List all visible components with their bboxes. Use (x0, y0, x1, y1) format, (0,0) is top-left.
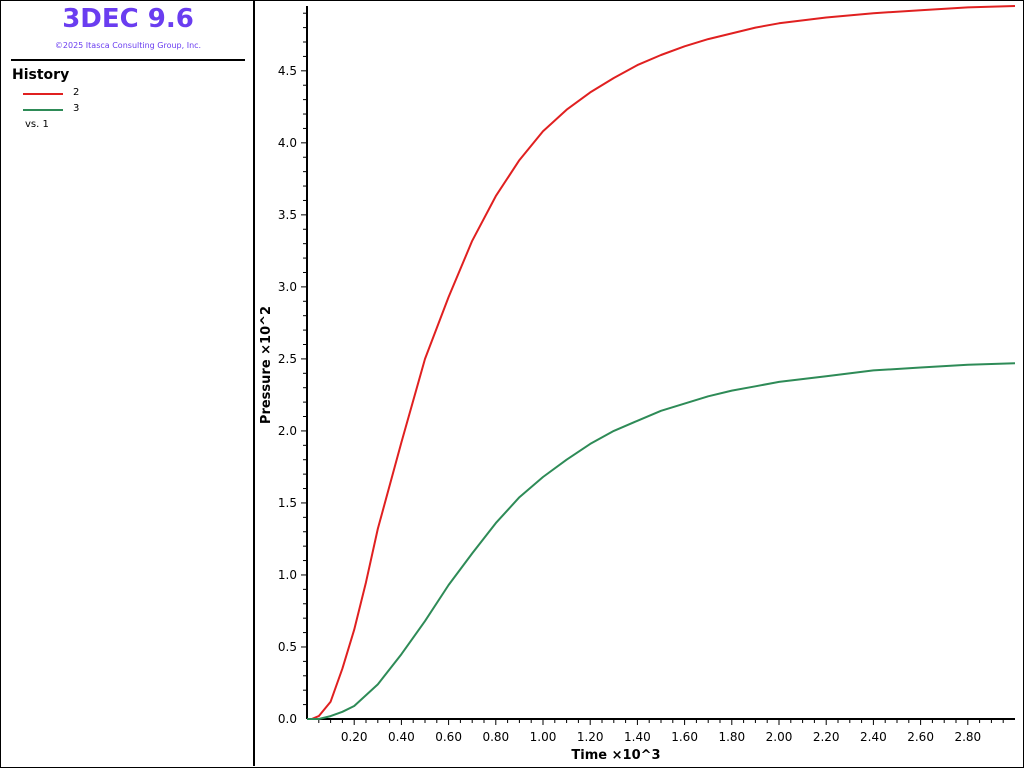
x-tick-label: 1.80 (718, 730, 745, 744)
x-tick-label: 0.20 (341, 730, 368, 744)
x-tick-label: 2.20 (813, 730, 840, 744)
x-tick-label: 0.80 (482, 730, 509, 744)
x-tick-label: 2.60 (907, 730, 934, 744)
y-tick-label: 4.0 (278, 136, 297, 150)
legend-vs-label: vs. 1 (25, 119, 49, 130)
x-axis-label: Time ×10^3 (571, 748, 660, 763)
legend-swatch-3 (23, 109, 63, 111)
y-axis-label: Pressure ×10^2 (259, 306, 274, 424)
x-tick-label: 1.20 (577, 730, 604, 744)
x-tick-label: 2.80 (954, 730, 981, 744)
x-tick-label: 2.40 (860, 730, 887, 744)
history-chart: 0.20 0.40 0.60 0.80 1.00 1.20 1.40 1.60 1.80 2.00… (259, 5, 1016, 763)
legend-heading: History (12, 67, 70, 83)
sidebar-divider (11, 59, 245, 61)
y-tick-label: 2.0 (278, 424, 297, 438)
y-tick-label: 3.0 (278, 280, 297, 294)
x-tick-label: 0.40 (388, 730, 415, 744)
y-tick-label: 0.0 (278, 712, 297, 726)
y-tick-label: 1.0 (278, 568, 297, 582)
x-tick-label: 0.60 (435, 730, 462, 744)
y-tick-label: 2.5 (278, 352, 297, 366)
series-line-2 (307, 5, 1016, 720)
copyright-text: ©2025 Itasca Consulting Group, Inc. (54, 41, 202, 50)
series-line-3 (307, 362, 1016, 720)
y-tick-label: 3.5 (278, 208, 297, 222)
legend-swatch-2 (23, 93, 63, 95)
plot-area: 0.20 0.40 0.60 0.80 1.00 1.20 1.40 1.60 1.80 2.00… (256, 0, 1024, 768)
x-tick-label: 2.00 (766, 730, 793, 744)
y-tick-label: 4.5 (278, 64, 297, 78)
y-tick-label: 1.5 (278, 496, 297, 510)
legend-label-2: 2 (73, 87, 80, 98)
x-tick-label: 1.00 (530, 730, 557, 744)
sidebar-panel: 3DEC 9.6 ©2025 Itasca Consulting Group, … (1, 1, 255, 766)
app-title: 3DEC 9.6 (62, 4, 194, 34)
y-tick-label: 0.5 (278, 640, 297, 654)
x-tick-label: 1.60 (671, 730, 698, 744)
legend-label-3: 3 (73, 103, 80, 114)
x-tick-label: 1.40 (624, 730, 651, 744)
